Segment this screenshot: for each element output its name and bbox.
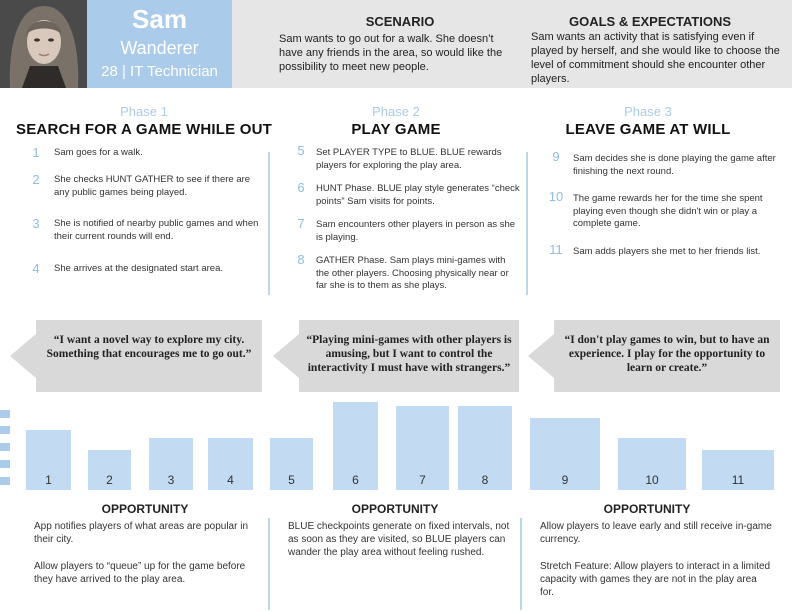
chart-bar-label: 3 [167, 473, 175, 487]
quote-text: “Playing mini-games with other players i… [306, 334, 512, 374]
opportunity-3-text-b: Stretch Feature: Allow players to intera… [540, 561, 771, 598]
step-text: She arrives at the designated start area… [54, 263, 223, 274]
step-number: 10 [548, 189, 564, 204]
chart-bar [458, 406, 512, 490]
chart-bar [270, 438, 313, 490]
persona-meta: 28 | IT Technician [101, 63, 218, 80]
header-panel [232, 0, 792, 88]
scenario-title: SCENARIO [365, 14, 435, 29]
opportunity-2-title: OPPORTUNITY [351, 502, 439, 516]
chart-bar-label: 5 [288, 473, 295, 487]
scenario-text: Sam wants to go out for a walk. She does… [279, 33, 503, 73]
chart-bar-label: 2 [106, 473, 113, 487]
persona-role: Wanderer [120, 38, 199, 58]
chart-bar [149, 438, 193, 490]
phase-3-title: LEAVE GAME AT WILL [565, 121, 731, 138]
persona-card: Sam Wanderer 28 | IT Technician [87, 0, 232, 88]
chart-bar [88, 450, 131, 490]
phase-1-label: Phase 1 [120, 104, 168, 119]
step-text: Sam decides she is done playing the game… [573, 153, 776, 177]
phase-3-label: Phase 3 [624, 104, 672, 119]
chart-bar-label: 11 [731, 473, 745, 487]
phase-divider [268, 152, 270, 295]
opportunity-1-text-b: Allow players to “queue” up for the game… [34, 561, 246, 585]
opportunity-1-title: OPPORTUNITY [101, 502, 189, 516]
step-number: 6 [297, 180, 305, 195]
chart-bar-label: 9 [561, 473, 569, 487]
step-text: Set PLAYER TYPE to BLUE. BLUE rewards pl… [316, 147, 502, 171]
chart-bar-label: 1 [45, 473, 52, 487]
axis-tick [0, 443, 10, 451]
opportunity-3-text-a: Allow players to leave early and still r… [540, 521, 772, 545]
axis-tick [0, 477, 10, 485]
step-text: Sam encounters other players in person a… [316, 219, 516, 243]
quote-arrow [10, 334, 36, 378]
step-number: 8 [297, 252, 305, 267]
chart-bar-label: 4 [227, 473, 234, 487]
step-number: 11 [549, 242, 563, 257]
quote-text: “I want a novel way to explore my city. … [46, 334, 252, 360]
step-text: The game rewards her for the time she sp… [573, 193, 763, 229]
step-number: 4 [32, 261, 40, 276]
step-number: 9 [552, 149, 560, 164]
opportunity-divider [520, 518, 522, 610]
quote-box [554, 320, 780, 392]
chart-bar [396, 406, 449, 490]
goals-text: Sam wants an activity that is satisfying… [531, 31, 780, 85]
axis-tick [0, 410, 10, 418]
quote-arrow [273, 334, 299, 378]
quote-box [36, 320, 262, 392]
chart-bar [530, 418, 600, 490]
opportunity-1-text-a: App notifies players of what areas are p… [34, 521, 249, 545]
step-text: She checks HUNT GATHER to see if there a… [54, 174, 251, 198]
chart-bar-label: 8 [481, 473, 489, 487]
chart-bar-label: 7 [419, 473, 426, 487]
chart-bar-label: 10 [645, 473, 659, 487]
phase-1-title: SEARCH FOR A GAME WHILE OUT [16, 121, 272, 138]
step-number: 3 [32, 216, 40, 231]
step-text: She is notified of nearby public games a… [54, 218, 259, 242]
phase-2-label: Phase 2 [372, 104, 420, 119]
chart-bar [618, 438, 686, 490]
chart-bar [208, 438, 253, 490]
chart-bar [26, 430, 71, 490]
phase-2-title: PLAY GAME [351, 121, 441, 138]
step-text: Sam adds players she met to her friends … [573, 246, 761, 257]
step-number: 2 [32, 172, 40, 187]
opportunity-divider [268, 518, 270, 610]
step-text: HUNT Phase. BLUE play style generates “c… [316, 183, 520, 207]
persona-name: Sam [132, 4, 187, 34]
chart-bar [702, 450, 774, 490]
goals-title: GOALS & EXPECTATIONS [568, 14, 732, 29]
quote-arrow [528, 334, 554, 378]
quote-text: “I don't play games to win, but to have … [564, 334, 770, 374]
step-text: Sam goes for a walk. [54, 147, 143, 158]
quote-box [299, 320, 519, 392]
phase-divider [526, 152, 528, 295]
step-number: 1 [32, 145, 40, 160]
axis-tick [0, 426, 10, 434]
step-text: GATHER Phase. Sam plays mini-games with … [316, 255, 509, 291]
chart-bar-label: 6 [352, 473, 359, 487]
chart-bar [333, 402, 378, 490]
opportunity-2-text: BLUE checkpoints generate on fixed inter… [288, 521, 510, 558]
avatar [0, 0, 87, 88]
axis-tick [0, 460, 10, 468]
step-number: 5 [297, 143, 305, 158]
step-number: 7 [297, 216, 305, 231]
opportunity-3-title: OPPORTUNITY [603, 502, 691, 516]
